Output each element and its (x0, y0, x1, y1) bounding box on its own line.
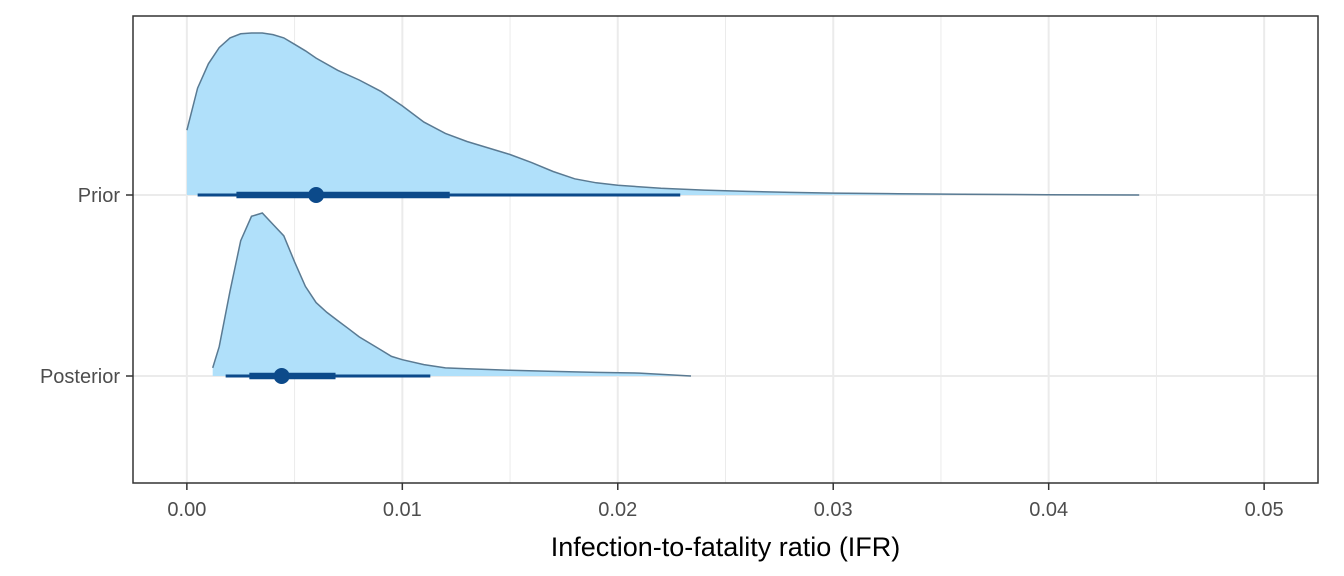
interval-bars (197, 187, 681, 384)
panel-border (132, 15, 1319, 484)
x-tick-label: 0.02 (598, 499, 637, 521)
x-tick-label: 0.05 (1245, 499, 1284, 521)
y-tick-label: Prior (78, 185, 121, 207)
point-estimate-prior (308, 187, 325, 203)
density-outline-posterior (211, 212, 692, 377)
density-area-posterior (212, 213, 691, 376)
y-tick-label: Posterior (40, 366, 120, 388)
point-estimate-posterior (273, 368, 290, 384)
x-axis-title: Infection-to-fatality ratio (IFR) (551, 532, 901, 562)
density-areas (186, 32, 1140, 377)
x-tick-label: 0.03 (814, 499, 853, 521)
x-tick-label: 0.04 (1029, 499, 1068, 521)
density-area-prior (186, 33, 1140, 195)
x-tick-label: 0.00 (167, 499, 206, 521)
axes: 0.00 0.01 0.02 0.03 0.04 0.05 Prior Posterior (40, 185, 1284, 521)
x-tick-label: 0.01 (383, 499, 422, 521)
density-outline-prior (186, 32, 1140, 196)
